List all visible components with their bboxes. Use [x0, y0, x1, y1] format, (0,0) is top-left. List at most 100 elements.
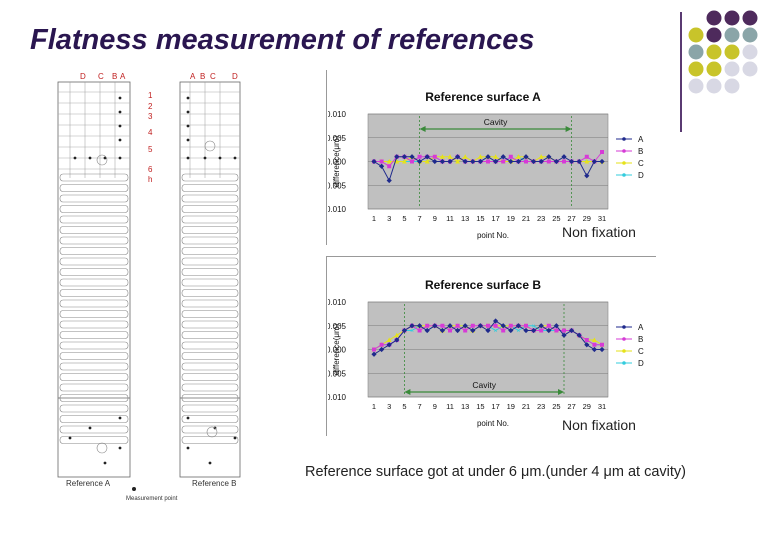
cavity-label: Cavity	[472, 380, 496, 390]
data-point-C	[447, 154, 453, 159]
drawing-slot	[181, 341, 239, 350]
data-point-A	[424, 327, 430, 334]
legend-label-B: B	[638, 335, 643, 344]
data-point-B	[463, 328, 468, 333]
data-point-C	[394, 332, 400, 338]
data-point-A	[470, 327, 476, 334]
drawing-slot	[59, 173, 129, 182]
x-tick-label: 23	[537, 214, 545, 223]
measurement-point	[103, 156, 107, 160]
chart-b-non-fixation-note: Non fixation	[562, 417, 636, 433]
decorative-circle	[706, 10, 722, 26]
data-point-C	[462, 154, 468, 159]
measurement-point	[118, 124, 122, 128]
drawing-legend-text: Measurement point	[126, 496, 178, 502]
x-tick-label: 7	[418, 214, 422, 223]
data-point-B	[546, 323, 551, 328]
measurement-point	[68, 436, 72, 440]
fixture-hole	[206, 426, 218, 438]
y-axis-label: difference(μm)	[332, 135, 341, 187]
data-point-A	[515, 323, 521, 329]
x-tick-label: 13	[461, 214, 469, 223]
drawing-slot	[59, 194, 129, 203]
data-point-A	[455, 327, 461, 334]
x-tick-label: 11	[446, 402, 454, 411]
legend-marker-B	[622, 337, 626, 341]
decorative-circle	[706, 61, 722, 77]
y-tick-label: 0.010	[328, 298, 347, 307]
drawing-column-label: D	[232, 72, 238, 81]
legend-label-C: C	[638, 347, 644, 356]
decorative-circle	[724, 10, 740, 26]
x-tick-label: 5	[402, 402, 406, 411]
measurement-point	[233, 436, 237, 440]
drawing-slot	[181, 173, 239, 182]
chart-b-frame-left	[326, 256, 327, 436]
x-tick-label: 1	[372, 402, 376, 411]
drawing-slot	[59, 205, 129, 213]
data-point-A	[508, 327, 514, 334]
data-point-B	[524, 323, 528, 328]
data-point-C	[592, 337, 597, 342]
fixture-hole	[96, 442, 108, 454]
legend-marker-B	[622, 149, 626, 153]
data-point-A	[477, 158, 483, 165]
data-point-B	[501, 159, 506, 164]
data-point-C	[394, 158, 400, 164]
drawing-row-label: 2	[148, 102, 153, 111]
decorative-circle	[688, 61, 704, 77]
data-point-B	[486, 159, 490, 164]
drawing-column-label: C	[98, 72, 104, 81]
drawing-slot	[181, 299, 239, 308]
drawing-slot	[59, 310, 129, 318]
x-tick-label: 21	[522, 214, 530, 223]
drawing-slot	[181, 383, 239, 392]
fixture-hole	[96, 154, 108, 166]
data-point-A	[523, 154, 529, 160]
decorative-circle	[724, 61, 740, 77]
measurement-point	[118, 110, 122, 114]
legend-marker-C	[622, 161, 626, 165]
drawing-slot	[181, 352, 239, 360]
decorative-circle	[688, 78, 704, 94]
fixture-hole	[204, 140, 216, 152]
data-point-B	[592, 342, 597, 347]
drawing-slot	[59, 257, 129, 266]
x-tick-label: 7	[418, 402, 422, 411]
legend-marker-A	[622, 137, 626, 141]
flatness-caption: Reference surface got at under 6 μm.(und…	[305, 464, 686, 480]
cavity-arrowhead	[419, 126, 426, 132]
data-point-A	[515, 158, 521, 165]
data-point-A	[394, 337, 400, 343]
legend-label-A: A	[638, 323, 644, 332]
data-point-B	[455, 323, 460, 328]
x-tick-label: 23	[537, 402, 545, 411]
x-tick-label: 5	[402, 214, 406, 223]
x-tick-label: 15	[476, 214, 484, 223]
measurement-point	[186, 138, 190, 142]
measurement-point	[186, 446, 190, 450]
drawing-slot	[59, 278, 129, 287]
legend-marker-C	[622, 349, 626, 353]
x-tick-label: 19	[507, 214, 515, 223]
data-point-A	[584, 173, 590, 179]
x-tick-label: 27	[567, 402, 575, 411]
data-point-A	[371, 158, 377, 165]
legend-label-D: D	[638, 359, 644, 368]
data-point-B	[508, 323, 513, 328]
data-point-A	[447, 158, 453, 165]
drawing-slot	[59, 299, 129, 308]
measurement-point	[186, 110, 190, 114]
data-point-A	[561, 154, 567, 160]
drawing-column-label: D	[80, 72, 86, 81]
legend-label-D: D	[638, 171, 644, 180]
chart-reference-surface-a: Reference surface A 0.010 0.005 0.000 -0.005…	[328, 90, 644, 240]
x-tick-label: 31	[598, 214, 606, 223]
drawing-column-label: A	[190, 72, 196, 81]
drawing-slot	[181, 362, 239, 371]
drawing-row-label: h	[148, 175, 152, 184]
data-point-C	[402, 158, 407, 164]
data-point-D: ×	[516, 328, 520, 335]
data-point-A	[447, 323, 453, 329]
data-point-B	[493, 323, 498, 328]
